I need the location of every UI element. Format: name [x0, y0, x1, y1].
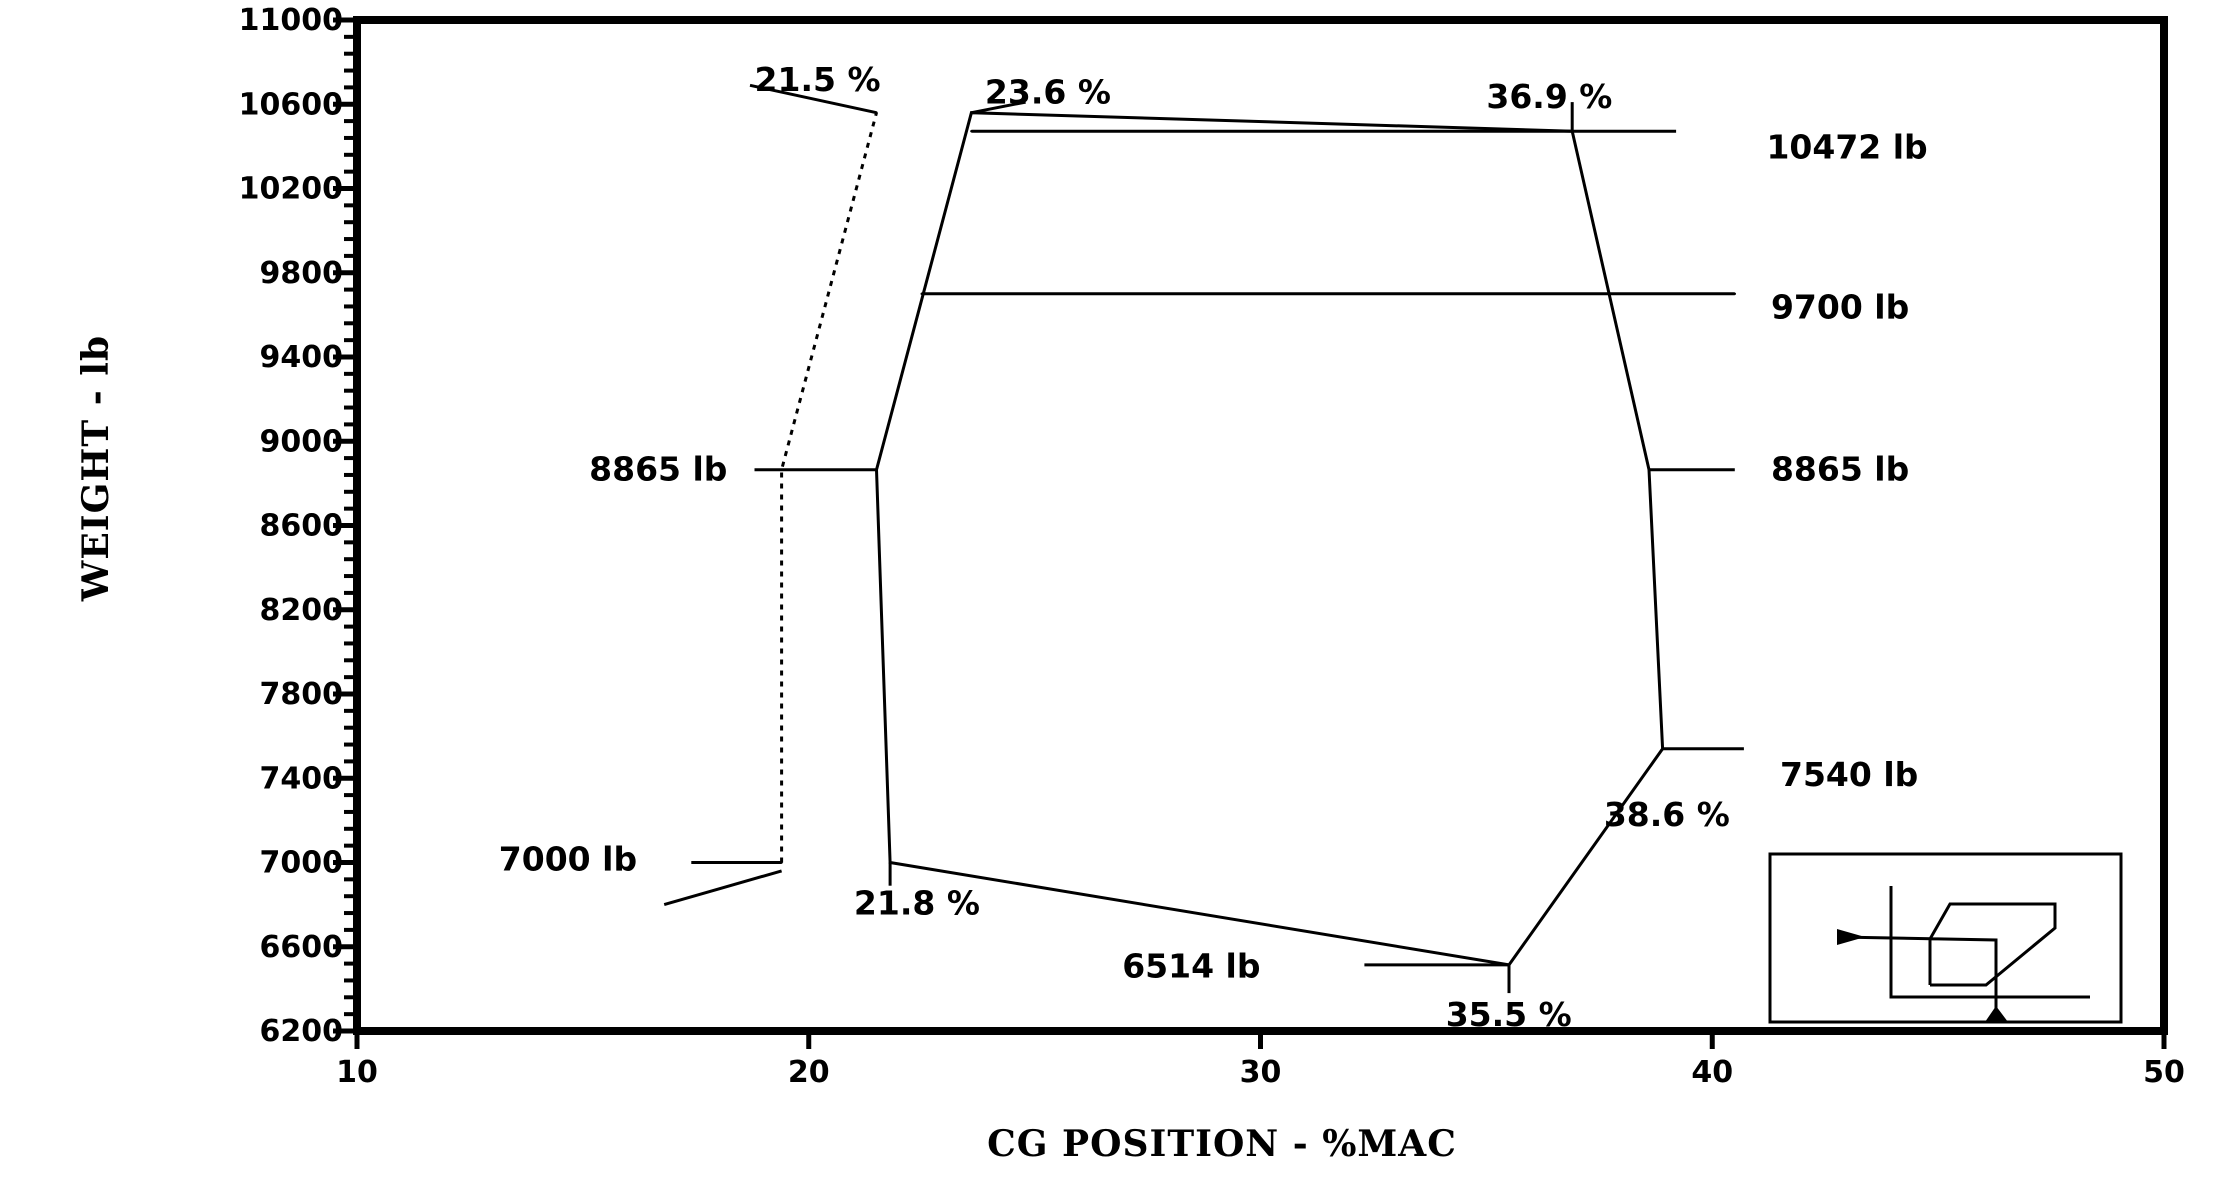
leader-line-1 — [971, 100, 1026, 115]
inset-arrow — [1837, 929, 1865, 945]
x-tick-label: 50 — [2143, 1055, 2185, 1090]
x-tick-labels: 10 20 30 40 50 — [336, 1055, 2185, 1090]
annotation-a10472: 10472 lb — [1766, 127, 1927, 166]
series-3-point-0 — [920, 292, 923, 296]
tick-layer — [333, 17, 2167, 1049]
annotation-a215: 21.5 % — [755, 60, 881, 99]
y-tick-label: 8600 — [260, 509, 344, 544]
x-axis-title: CG POSITION - %MAC — [987, 1123, 1457, 1165]
y-tick-label: 9400 — [260, 340, 344, 375]
y-tick-label: 7400 — [260, 761, 344, 796]
y-tick-label: 6600 — [260, 930, 344, 965]
inset-envelope — [1837, 902, 2057, 1010]
x-tick-label: 30 — [1240, 1055, 1282, 1090]
y-axis-title: WEIGHT - lb — [75, 335, 117, 602]
annotation-a369: 36.9 % — [1486, 77, 1612, 116]
annotation-a7000: 7000 lb — [499, 839, 637, 878]
y-tick-label: 10200 — [239, 172, 343, 207]
inset-pointer — [1985, 1006, 2008, 1022]
x-tick-label: 10 — [336, 1055, 378, 1090]
annotation-a218: 21.8 % — [854, 884, 980, 923]
annotation-a6514: 6514 lb — [1122, 947, 1260, 986]
y-tick-label: 11000 — [239, 3, 343, 38]
series-2-point-0 — [970, 130, 973, 133]
annotation-a236: 23.6 % — [985, 73, 1111, 112]
inset-vertical-axis — [1889, 886, 2090, 999]
x-tick-label: 40 — [1691, 1055, 1733, 1090]
series-line-1 — [780, 112, 878, 863]
y-tick-labels: 6200 6600 7000 7400 7800 8200 8600 9000 9400 9800… — [239, 3, 343, 1049]
y-tick-label: 6200 — [260, 1014, 344, 1049]
y-tick-label: 7000 — [260, 846, 344, 881]
y-tick-label: 10600 — [239, 87, 343, 122]
y-tick-label: 9000 — [260, 424, 344, 459]
annotation-a386: 38.6 % — [1604, 795, 1730, 834]
series-3-point-1 — [1733, 292, 1737, 296]
x-tick-label: 20 — [788, 1055, 830, 1090]
y-tick-label: 8200 — [260, 593, 344, 628]
leader-line-0 — [749, 83, 877, 115]
series-line-0 — [875, 111, 1665, 967]
annotation-a8865r: 8865 lb — [1771, 450, 1909, 489]
data-layer — [663, 83, 1744, 994]
leader-line-8 — [663, 869, 783, 907]
annotation-a7540: 7540 lb — [1780, 755, 1918, 794]
cg-inset-icon — [1768, 852, 2123, 1024]
annotation-layer: 21.5 % 23.6 % 36.9 % 10472 lb 9700 lb 8865 lb… — [499, 60, 1928, 1034]
y-tick-label: 9800 — [260, 256, 344, 291]
y-tick-label: 7800 — [260, 677, 344, 712]
annotation-a8865l: 8865 lb — [589, 450, 727, 489]
annotation-a9700: 9700 lb — [1771, 287, 1909, 326]
